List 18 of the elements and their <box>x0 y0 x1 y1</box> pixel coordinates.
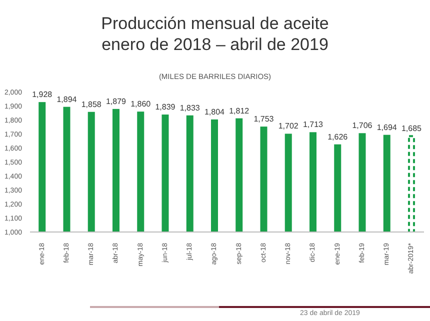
data-label: 1,860 <box>130 100 152 109</box>
data-label: 1,928 <box>32 90 53 100</box>
data-label: 1,804 <box>204 107 226 116</box>
data-label: 1,894 <box>56 94 78 104</box>
data-label: 1,706 <box>352 121 373 130</box>
data-label: 1,626 <box>328 132 348 142</box>
chart-subtitle: enero de 2018 – abril de 2019 <box>100 35 330 55</box>
data-label: 1,812 <box>229 106 250 116</box>
data-label: 1,694 <box>376 122 398 132</box>
data-label: 1,713 <box>302 120 324 130</box>
data-label: 1,833 <box>180 103 200 112</box>
chart-title: Producción mensual de aceite <box>100 14 330 34</box>
data-label: 1,685 <box>401 124 422 134</box>
data-label: 1,702 <box>278 122 299 131</box>
data-label: 1,753 <box>254 114 274 124</box>
data-label: 1,879 <box>106 96 127 106</box>
data-label: 1,839 <box>155 102 176 112</box>
data-label: 1,858 <box>81 100 102 109</box>
